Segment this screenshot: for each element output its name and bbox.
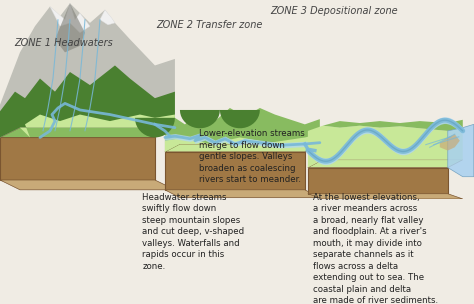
Polygon shape — [165, 108, 320, 152]
Polygon shape — [165, 134, 320, 152]
Polygon shape — [440, 134, 460, 150]
Polygon shape — [165, 152, 305, 190]
Text: ZONE 1 Headwaters: ZONE 1 Headwaters — [14, 38, 113, 48]
Polygon shape — [0, 180, 175, 190]
Polygon shape — [20, 115, 175, 137]
Polygon shape — [165, 144, 320, 152]
Polygon shape — [308, 168, 448, 194]
Text: Lower-elevation streams
merge to flow down
gentle slopes. Valleys
broaden as coa: Lower-elevation streams merge to flow do… — [199, 129, 305, 184]
Polygon shape — [180, 110, 220, 128]
Text: At the lowest elevations,
a river meanders across
a broad, nearly flat valley
an: At the lowest elevations, a river meande… — [313, 193, 438, 304]
Polygon shape — [55, 3, 85, 52]
Polygon shape — [220, 110, 260, 128]
Text: ZONE 2 Transfer zone: ZONE 2 Transfer zone — [156, 20, 263, 30]
Polygon shape — [0, 137, 155, 180]
Polygon shape — [308, 160, 463, 168]
Polygon shape — [308, 194, 463, 199]
Polygon shape — [135, 118, 175, 137]
Polygon shape — [323, 120, 463, 131]
Polygon shape — [308, 126, 463, 168]
Polygon shape — [0, 3, 175, 137]
Polygon shape — [448, 124, 474, 177]
Polygon shape — [100, 10, 115, 25]
Polygon shape — [165, 190, 320, 198]
Polygon shape — [50, 3, 90, 33]
Text: ZONE 3 Depositional zone: ZONE 3 Depositional zone — [270, 6, 398, 16]
Polygon shape — [0, 128, 175, 137]
Polygon shape — [0, 65, 175, 137]
Text: Headwater streams
swiftly flow down
steep mountain slopes
and cut deep, v-shaped: Headwater streams swiftly flow down stee… — [142, 193, 244, 271]
